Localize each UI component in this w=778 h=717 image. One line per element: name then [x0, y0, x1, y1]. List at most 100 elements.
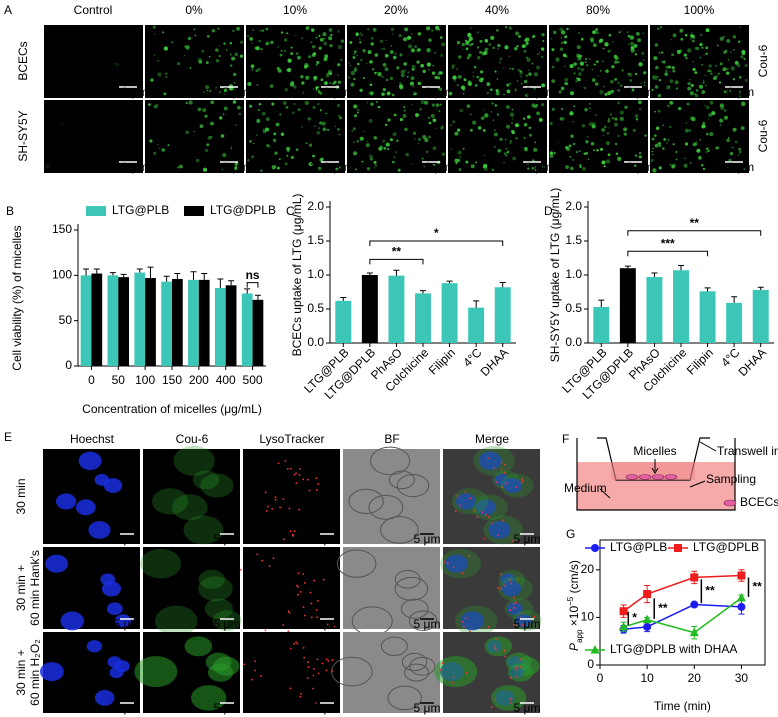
cell-signal	[701, 124, 706, 129]
cell-signal	[490, 111, 492, 113]
cell-signal	[528, 72, 532, 76]
significance-label: **	[392, 245, 402, 259]
cell-signal	[541, 165, 545, 169]
legend-swatch	[184, 206, 204, 216]
cell-signal	[616, 156, 622, 162]
cell-signal	[403, 109, 406, 112]
cell-signal	[179, 164, 183, 169]
lysosome	[490, 706, 493, 708]
lysosome	[300, 692, 302, 695]
lysosome	[494, 644, 497, 647]
micrograph	[44, 100, 143, 173]
lysosome	[516, 675, 518, 678]
error-bar	[651, 272, 658, 278]
cell-signal	[459, 156, 462, 158]
cell-signal	[286, 67, 292, 73]
lysosome	[512, 602, 515, 605]
lysosome	[501, 486, 504, 488]
cell-signal	[457, 158, 461, 163]
cell-signal	[455, 162, 458, 165]
cell-signal	[279, 53, 283, 57]
cell-signal	[218, 45, 220, 47]
cell-signal	[479, 50, 483, 54]
lysosome	[520, 482, 523, 484]
cell-signal	[525, 93, 529, 97]
lysosome	[260, 674, 262, 677]
cell-signal	[657, 27, 660, 31]
cell-signal	[621, 69, 624, 72]
cell-signal	[370, 37, 374, 40]
cell-signal	[265, 42, 269, 46]
cell-outline	[409, 656, 436, 676]
cell-signal	[337, 30, 340, 32]
cell-signal	[194, 34, 197, 37]
nucleus	[488, 521, 511, 539]
cell-signal	[509, 82, 511, 85]
lysosome	[243, 663, 246, 666]
cell-signal	[391, 33, 394, 35]
cell-signal	[658, 166, 662, 170]
cell-signal	[394, 52, 397, 55]
column-header: 20%	[384, 3, 408, 17]
cell-signal	[613, 54, 618, 59]
cell-signal	[314, 125, 316, 127]
cell-signal	[410, 76, 415, 81]
cytoplasm	[455, 605, 498, 637]
lysosome	[315, 609, 318, 612]
cell-signal	[471, 42, 474, 46]
cell-signal	[424, 138, 429, 143]
cell-outline	[394, 576, 429, 601]
cell-signal	[514, 88, 517, 91]
cell-signal	[462, 92, 465, 95]
lysosome	[513, 624, 515, 626]
cell-signal	[651, 153, 654, 156]
cell-signal	[225, 49, 228, 51]
bar	[198, 279, 210, 366]
cell-signal	[472, 75, 475, 78]
cell-signal	[305, 75, 310, 80]
cell-signal	[435, 127, 437, 129]
cell-signal	[300, 75, 304, 79]
column-header: 40%	[485, 3, 509, 17]
cell-signal	[491, 102, 494, 105]
cell-signal	[693, 92, 697, 96]
cell-signal	[727, 59, 730, 61]
cell-signal	[470, 27, 472, 29]
lysosome	[490, 522, 493, 525]
cell-signal	[356, 54, 359, 57]
lysosome	[304, 614, 306, 617]
cell-signal	[619, 110, 624, 115]
bar	[646, 277, 663, 343]
cell-signal	[684, 128, 689, 133]
cell-signal	[208, 55, 211, 58]
cell-signal	[573, 62, 577, 66]
cell-signal	[218, 54, 221, 57]
error-bar	[83, 268, 90, 276]
cell-signal	[601, 128, 605, 132]
cell-signal	[511, 108, 514, 111]
cell-signal	[495, 91, 500, 96]
lysosome	[462, 625, 465, 628]
cell-signal	[301, 37, 304, 40]
cell-signal	[258, 39, 261, 43]
cell-signal	[655, 77, 658, 81]
cell-signal	[352, 141, 355, 144]
cell-signal	[261, 111, 266, 116]
y-tick-label: 0	[587, 657, 594, 671]
cell-signal	[585, 151, 589, 155]
cell-signal	[431, 71, 436, 75]
micrograph	[343, 632, 440, 713]
lysosome	[487, 457, 490, 460]
row-label: SH-SY5Y	[16, 110, 30, 161]
cell-signal	[657, 93, 662, 98]
cell-signal	[720, 88, 723, 90]
cell-signal	[153, 151, 157, 155]
cell-signal	[267, 144, 271, 148]
cell-signal	[723, 115, 729, 120]
y-axis-label: SH-SY5Y uptake of LTG (μg/mL)	[548, 188, 562, 363]
cell-signal	[366, 101, 369, 104]
cell-signal	[716, 44, 719, 47]
column-header: BF	[384, 432, 399, 446]
lysosome	[464, 617, 467, 620]
x-tick-label: 0	[597, 671, 604, 685]
